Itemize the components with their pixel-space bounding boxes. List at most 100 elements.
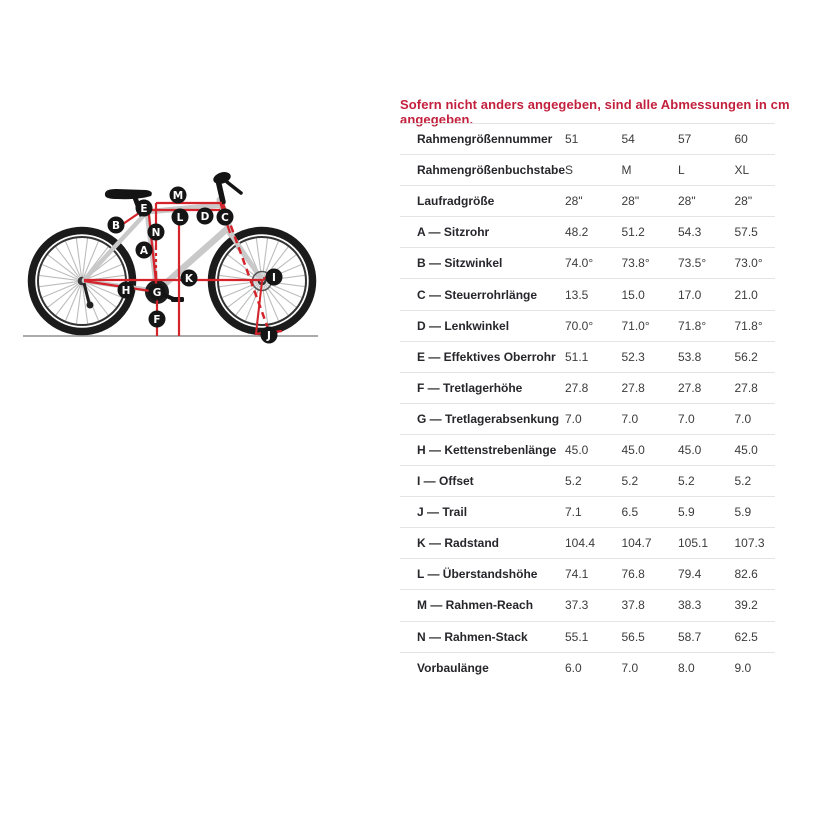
table-row: F — Tretlagerhöhe 27.8 27.8 27.8 27.8 — [400, 371, 775, 403]
row-value: 6.5 — [621, 505, 639, 520]
row-value: 37.3 — [565, 598, 589, 613]
diagram-label-letter: D — [201, 211, 210, 223]
diagram-label-K — [180, 269, 198, 287]
row-value: 7.0 — [734, 411, 752, 426]
row-value: 5.2 — [734, 474, 752, 489]
spoke — [255, 238, 262, 277]
row-value: 45.0 — [565, 442, 589, 457]
row-value: 7.0 — [621, 411, 639, 426]
spoke — [42, 264, 78, 280]
spoke — [263, 285, 279, 321]
row-value: 62.5 — [734, 629, 758, 644]
row-value: 74.1 — [565, 567, 589, 582]
row-label: B — Sitzwinkel — [417, 256, 503, 271]
row-label: J — Trail — [417, 505, 468, 520]
spoke — [84, 284, 109, 316]
spoke — [55, 284, 80, 316]
diagram-label-C — [216, 208, 234, 226]
spoke — [235, 284, 260, 316]
table-row: Rahmengrößennummer 51 54 57 60 — [400, 123, 775, 154]
spoke — [262, 238, 269, 277]
row-label: F — Tretlagerhöhe — [417, 380, 523, 395]
brake-lever — [225, 180, 243, 195]
row-value: 39.2 — [734, 598, 758, 613]
diagram-label-letter: C — [221, 212, 229, 224]
diagram-label-letter: A — [140, 245, 149, 257]
spoke — [39, 274, 78, 281]
spoke — [227, 283, 259, 308]
row-value: 71.0° — [621, 318, 650, 333]
row-label: L — Überstandshöhe — [417, 567, 538, 582]
table-row: J — Trail 7.1 6.5 5.9 5.9 — [400, 496, 775, 527]
row-value: 7.0 — [565, 411, 582, 426]
spoke — [42, 282, 78, 298]
row-value: 28" — [565, 194, 583, 209]
row-label: E — Effektives Oberrohr — [417, 349, 556, 364]
row-label: I — Offset — [417, 474, 474, 489]
row-value: 17.0 — [678, 287, 702, 302]
row-label: K — Radstand — [417, 536, 500, 551]
row-label: H — Kettenstrebenlänge — [417, 442, 557, 457]
diagram-label-G — [148, 283, 166, 301]
row-value: 21.0 — [734, 287, 758, 302]
row-label: A — Sitzrohr — [417, 225, 490, 240]
row-label: C — Steuerrohrlänge — [417, 287, 538, 302]
spoke — [65, 241, 81, 277]
spoke — [245, 285, 261, 321]
spoke — [222, 264, 258, 280]
diagram-label-letter: H — [122, 285, 131, 297]
row-label: Laufradgröße — [417, 194, 495, 209]
row-value: 5.9 — [734, 505, 752, 520]
row-value: 27.8 — [565, 380, 589, 395]
diagram-label-I — [265, 268, 283, 286]
row-value: 13.5 — [565, 287, 589, 302]
row-value: 57.5 — [734, 225, 758, 240]
row-value: 51.2 — [621, 225, 645, 240]
table-row: E — Effektives Oberrohr 51.1 52.3 53.8 56.2 — [400, 340, 775, 372]
row-value: 56.2 — [734, 349, 758, 364]
diagram-label-letter: I — [272, 272, 276, 284]
line-contact-drop — [255, 280, 263, 335]
diagram-label-N — [147, 223, 165, 241]
diagram-label-letter: J — [266, 330, 271, 342]
spoke — [82, 285, 89, 324]
derailleur-pulley — [86, 301, 94, 309]
diagram-label-F — [148, 310, 166, 328]
row-value: 55.1 — [565, 629, 589, 644]
diagram-label-letter: F — [153, 314, 160, 326]
table-row: Laufradgröße 28" 28" 28" 28" — [400, 185, 775, 216]
row-value: 27.8 — [621, 380, 645, 395]
row-value: 38.3 — [678, 598, 702, 613]
row-value: 28" — [621, 194, 640, 209]
row-value: 45.0 — [678, 442, 702, 457]
row-value: 7.0 — [621, 660, 639, 675]
diagram-label-J — [260, 326, 278, 344]
diagram-label-letter: N — [152, 227, 161, 239]
diagram-label-letter: K — [185, 273, 194, 285]
row-value: 70.0° — [565, 318, 594, 333]
diagram-label-M — [169, 186, 187, 204]
row-value: 5.2 — [621, 474, 639, 489]
spoke — [39, 281, 78, 288]
table-row: C — Steuerrohrlänge 13.5 15.0 17.0 21.0 — [400, 278, 775, 309]
spoke — [85, 283, 117, 308]
diagram-label-E — [135, 199, 153, 217]
table-row: A — Sitzrohr 48.2 51.2 54.3 57.5 — [400, 216, 775, 247]
row-value: 105.1 — [678, 536, 709, 551]
row-value: 104.7 — [621, 536, 652, 551]
row-value: 51 — [565, 132, 579, 147]
saddle — [104, 189, 152, 200]
row-value: 60 — [734, 132, 748, 147]
row-value: 8.0 — [678, 660, 695, 675]
spoke — [227, 254, 259, 279]
row-value: 28" — [678, 194, 696, 209]
row-value: 5.9 — [678, 505, 695, 520]
row-label: M — Rahmen-Reach — [417, 598, 534, 613]
diagram-label-A — [135, 241, 153, 259]
spoke — [86, 282, 122, 298]
table-row: M — Rahmen-Reach 37.3 37.8 38.3 39.2 — [400, 589, 775, 620]
row-value: 53.8 — [678, 349, 702, 364]
diagram-label-letter: L — [177, 212, 184, 224]
row-value: 9.0 — [734, 660, 752, 675]
row-value: 57 — [678, 132, 692, 147]
